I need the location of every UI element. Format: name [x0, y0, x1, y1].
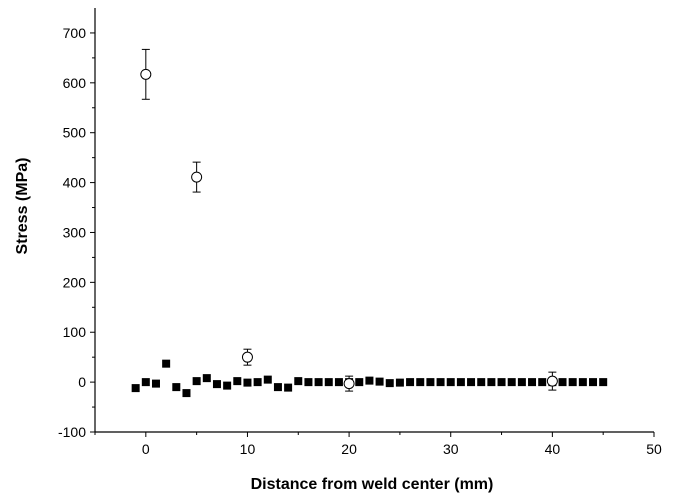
- square-point: [487, 378, 496, 387]
- x-tick-label: 0: [142, 441, 150, 457]
- y-tick-label: 200: [63, 274, 87, 290]
- x-tick-label: 50: [646, 441, 662, 457]
- square-point: [304, 378, 313, 387]
- square-point: [497, 378, 506, 387]
- square-point: [192, 377, 201, 386]
- square-point: [467, 378, 476, 387]
- square-point: [273, 383, 282, 392]
- square-point: [426, 378, 435, 387]
- x-axis-title: Distance from weld center (mm): [251, 476, 494, 493]
- square-point: [182, 389, 191, 398]
- square-point: [436, 378, 445, 387]
- square-point: [202, 374, 211, 383]
- square-point: [568, 378, 577, 387]
- square-point: [172, 383, 181, 392]
- square-point: [151, 379, 160, 388]
- square-point: [385, 379, 394, 388]
- square-point: [284, 383, 293, 392]
- circle-point: [191, 171, 203, 183]
- y-tick-label: 500: [63, 125, 87, 141]
- square-point: [141, 378, 150, 387]
- square-point: [589, 378, 598, 387]
- square-point: [507, 378, 516, 387]
- square-point: [314, 378, 323, 387]
- y-tick-label: -100: [58, 424, 86, 440]
- x-tick-label: 20: [341, 441, 357, 457]
- square-point: [324, 378, 333, 387]
- square-point: [578, 378, 587, 387]
- y-tick-label: 400: [63, 175, 87, 191]
- y-tick-label: 600: [63, 75, 87, 91]
- y-tick-label: 300: [63, 224, 87, 240]
- square-point: [416, 378, 425, 387]
- square-point: [253, 378, 262, 387]
- x-tick-label: 10: [240, 441, 256, 457]
- square-point: [212, 380, 221, 389]
- square-point: [233, 377, 242, 386]
- data-marks: [131, 48, 608, 398]
- y-axis-title: Stress (MPa): [14, 158, 31, 255]
- square-point: [528, 378, 537, 387]
- square-point: [263, 375, 272, 384]
- square-point: [538, 378, 547, 387]
- square-point: [599, 378, 608, 387]
- square-point: [162, 359, 171, 368]
- x-tick-label: 30: [443, 441, 459, 457]
- square-point: [456, 378, 465, 387]
- y-tick-label: 0: [78, 374, 86, 390]
- y-tick-label: 700: [63, 25, 87, 41]
- y-ticks: -100 0 100 200 300 400 500 600 700: [58, 25, 95, 440]
- square-point: [334, 378, 343, 387]
- square-point: [406, 378, 415, 387]
- y-tick-label: 100: [63, 324, 87, 340]
- square-point: [446, 378, 455, 387]
- square-point: [558, 378, 567, 387]
- square-point: [375, 377, 384, 386]
- square-point: [365, 376, 374, 385]
- square-point: [355, 378, 364, 387]
- square-point: [477, 378, 486, 387]
- square-point: [294, 377, 303, 386]
- square-point: [131, 384, 140, 393]
- circle-point: [241, 351, 253, 363]
- circle-point: [343, 378, 355, 390]
- circle-point: [546, 375, 558, 387]
- x-tick-label: 40: [545, 441, 561, 457]
- square-point: [517, 378, 526, 387]
- x-ticks: 0 10 20 30 40 50: [94, 432, 662, 457]
- circle-point: [140, 68, 152, 80]
- square-point: [395, 378, 404, 387]
- square-point: [243, 378, 252, 387]
- square-point: [223, 381, 232, 390]
- plot-area: -100 0 100 200 300 400 500 600 700 0 10 20 30 40 50: [58, 8, 662, 457]
